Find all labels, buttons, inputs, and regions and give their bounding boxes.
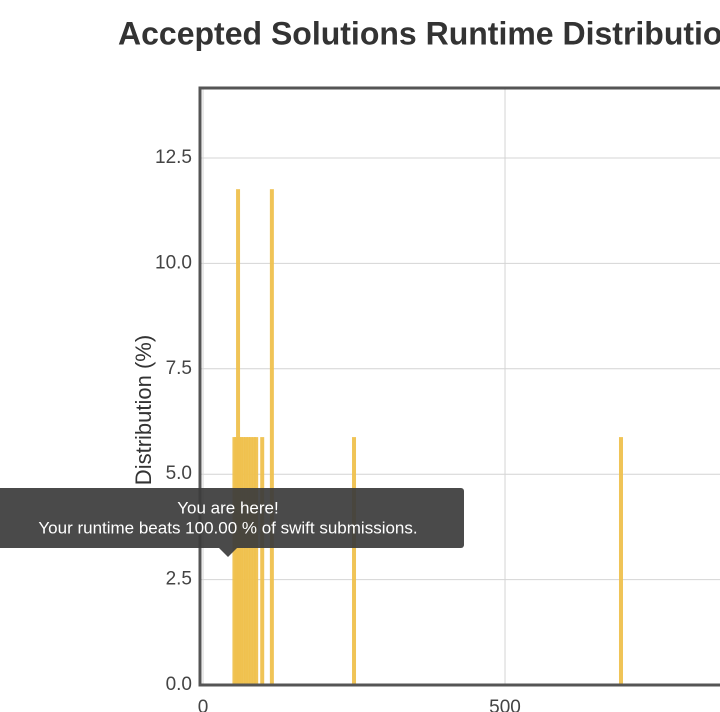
bar <box>248 437 253 685</box>
chart-title: Accepted Solutions Runtime Distribution <box>118 15 720 51</box>
y-tick-label: 10.0 <box>155 252 192 273</box>
tooltip-title: You are here! <box>177 498 278 517</box>
tooltip-arrow <box>219 548 237 557</box>
bar <box>618 437 623 685</box>
y-axis-label: Distribution (%) <box>131 335 156 485</box>
x-tick-label: 0 <box>198 697 209 712</box>
tooltip-text: Your runtime beats 100.00 % of swift sub… <box>38 518 417 537</box>
y-tick-label: 12.5 <box>155 147 192 168</box>
plot-frame <box>198 86 720 687</box>
y-tick-label: 5.0 <box>166 463 192 484</box>
bar <box>269 189 274 685</box>
bar <box>239 437 244 685</box>
tooltip-box <box>0 488 464 548</box>
bar <box>254 437 259 685</box>
bar <box>243 437 248 685</box>
y-tick-label: 7.5 <box>166 358 192 379</box>
plot-area <box>200 88 720 686</box>
bar <box>251 437 256 685</box>
bar <box>246 437 251 685</box>
bar <box>352 437 357 685</box>
bar <box>236 189 241 685</box>
y-tick-label: 0.0 <box>166 674 192 695</box>
y-tick-label: 2.5 <box>166 569 192 590</box>
tooltip: You are here! Your runtime beats 100.00 … <box>0 488 464 557</box>
bar <box>241 437 246 685</box>
x-tick-label: 500 <box>489 697 521 712</box>
bar <box>260 437 265 685</box>
